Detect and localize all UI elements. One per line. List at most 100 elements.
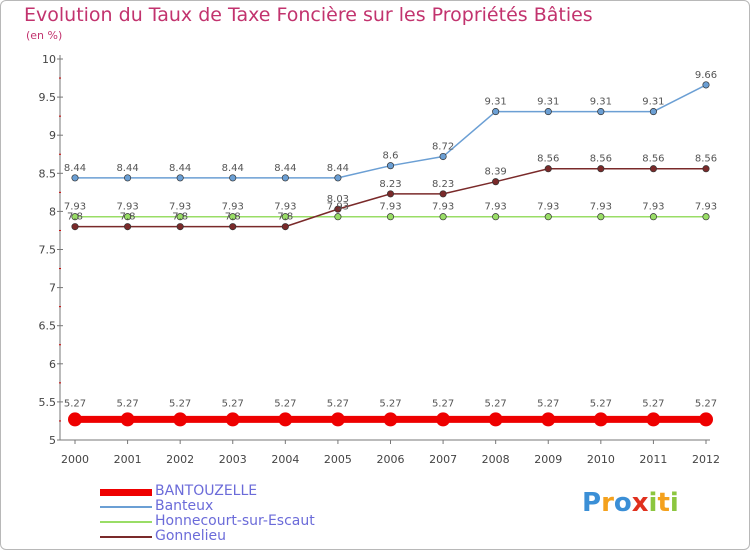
data-label: 7.8 [277,212,293,223]
data-label: 7.93 [695,202,717,213]
data-label: 8.39 [485,167,507,178]
proxiti-logo: Proxiti [582,488,679,518]
data-point [436,412,451,427]
data-point [386,190,395,198]
logo-letter: i [648,488,658,518]
data-point [646,412,661,427]
data-point [173,412,188,427]
data-point [229,223,237,231]
data-point [176,213,184,221]
data-point [593,412,608,427]
data-label: 7.93 [274,202,296,213]
legend-label: Honnecourt-sur-Escaut [155,513,315,529]
data-point [597,213,605,221]
data-label: 5.27 [116,398,138,409]
data-label: 9.31 [590,97,612,108]
legend-label: Banteux [155,498,214,514]
data-label: 5.27 [590,398,612,409]
y-tick-label: 10 [42,53,56,66]
x-tick-label: 2011 [639,453,667,466]
data-point [597,108,605,116]
data-point [68,412,82,427]
y-tick-label: 8.5 [39,167,57,180]
data-label: 7.93 [222,202,244,213]
data-point [334,174,342,182]
data-label: 7.93 [432,202,454,213]
logo-letter: r [601,488,614,518]
data-point [281,223,289,231]
data-label: 8.44 [169,163,191,174]
x-tick-label: 2012 [692,453,720,466]
data-label: 5.27 [432,398,454,409]
data-label: 9.31 [642,97,664,108]
y-tick-label: 9 [49,129,56,142]
logo-letter: x [631,488,649,518]
data-label: 7.93 [327,202,349,213]
data-label: 8.56 [537,154,559,165]
data-label: 7.93 [642,202,664,213]
data-point [281,213,289,221]
data-label: 5.27 [222,398,244,409]
data-point [488,412,503,427]
x-tick-label: 2002 [166,453,194,466]
data-label: 7.8 [172,212,188,223]
data-point [176,223,184,231]
data-label: 9.66 [695,70,717,81]
data-point [229,174,237,182]
data-label: 8.44 [116,163,138,174]
y-tick-label: 7.5 [39,244,57,257]
data-point [699,412,713,427]
data-point [544,213,552,221]
data-label: 8.23 [432,179,454,190]
data-point [597,165,605,173]
x-tick-label: 2000 [61,453,89,466]
y-tick-label: 5 [49,434,56,447]
data-label: 8.72 [432,142,454,153]
data-point [492,213,500,221]
legend-swatch [100,506,152,508]
data-point [439,190,447,198]
logo-letter: t [657,488,670,518]
data-point [492,108,500,116]
data-point [492,178,500,186]
data-point [225,412,240,427]
data-point [124,223,132,231]
x-tick-label: 2003 [219,453,247,466]
data-point [439,213,447,221]
y-tick-label: 6.5 [39,320,57,333]
logo-letter: P [582,488,602,518]
data-label: 5.27 [537,398,559,409]
data-label: 8.23 [379,179,401,190]
x-tick-label: 2004 [271,453,299,466]
y-tick-label: 7 [49,282,56,295]
y-tick-label: 9.5 [39,91,57,104]
data-label: 5.27 [274,398,296,409]
data-label: 5.27 [642,398,664,409]
data-point [702,213,710,221]
data-label: 8.6 [383,151,399,162]
x-tick-label: 2010 [587,453,615,466]
data-label: 8.56 [642,154,664,165]
data-label: 7.93 [537,202,559,213]
legend-swatch [100,521,152,523]
logo-letter: o [613,488,632,518]
data-label: 7.93 [116,202,138,213]
data-label: 7.93 [169,202,191,213]
legend-label: Gonnelieu [155,528,227,544]
data-point [334,213,342,221]
data-label: 7.8 [225,212,241,223]
x-tick-label: 2005 [324,453,352,466]
chart-unit-label: (en %) [26,29,63,42]
data-label: 8.56 [590,154,612,165]
data-label: 9.31 [485,97,507,108]
data-label: 8.44 [64,163,86,174]
y-tick-label: 5.5 [39,396,57,409]
x-tick-label: 2007 [429,453,457,466]
data-label: 7.93 [379,202,401,213]
data-label: 8.44 [274,163,296,174]
data-point [124,213,132,221]
legend-label: BANTOUZELLE [155,483,258,499]
x-tick-label: 2009 [534,453,562,466]
data-point [229,213,237,221]
